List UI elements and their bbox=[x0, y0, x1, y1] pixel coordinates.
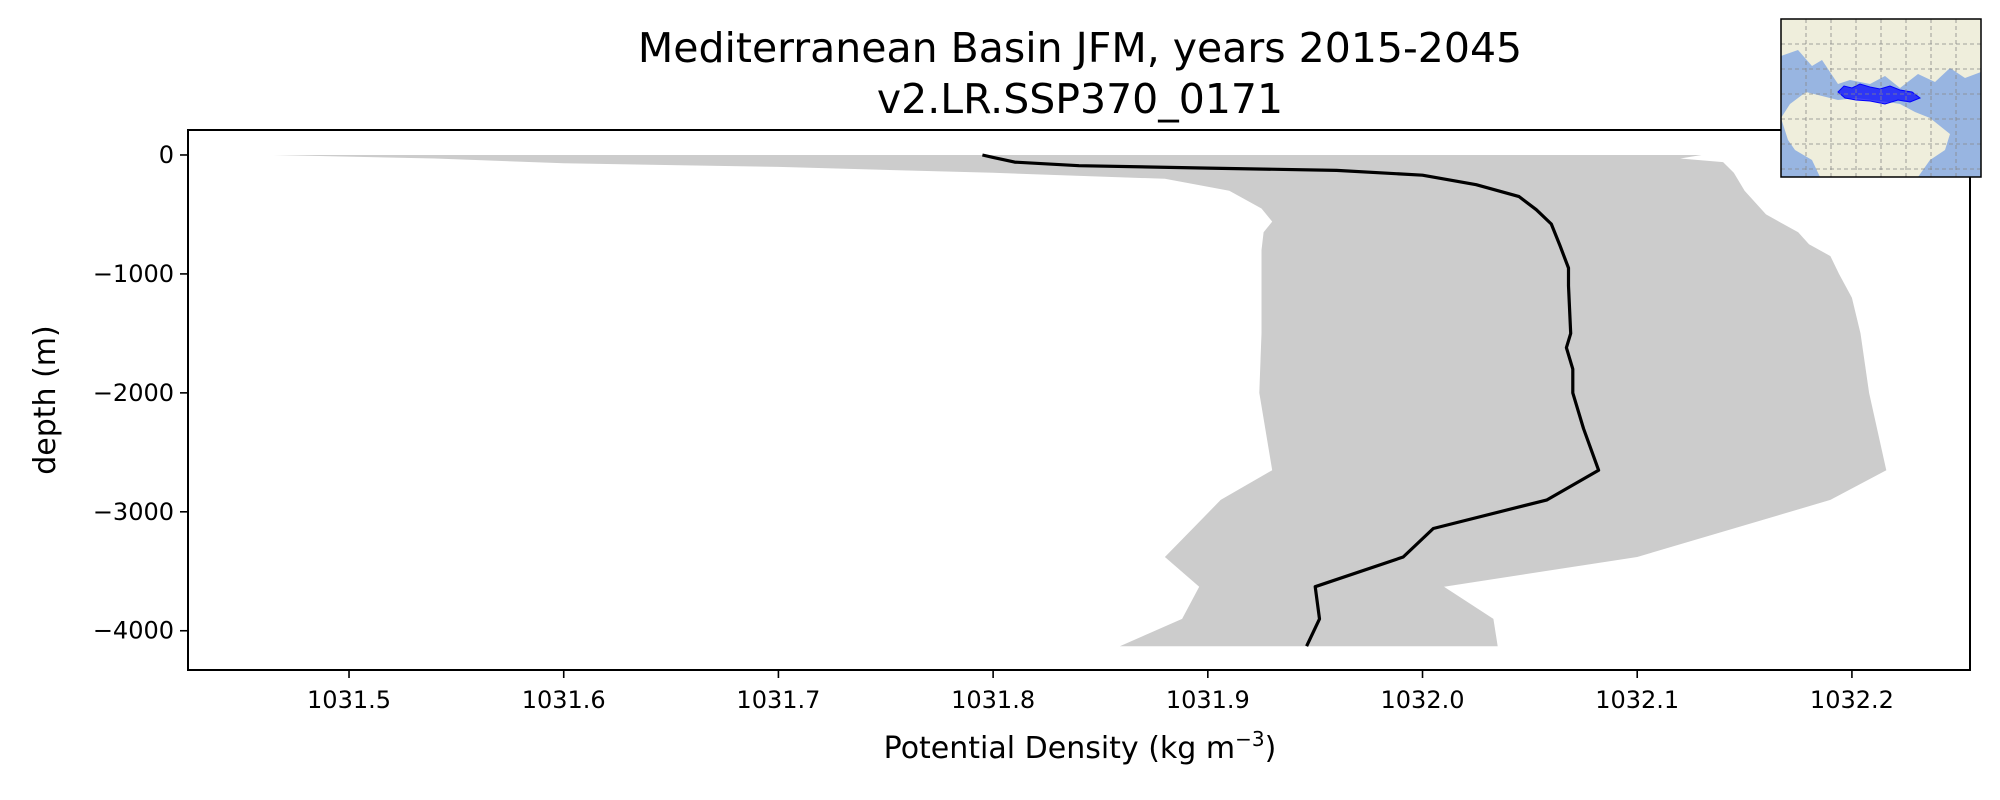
x-tick-label: 1031.9 bbox=[1166, 686, 1250, 714]
y-tick-label: 0 bbox=[159, 141, 174, 169]
x-tick-label: 1032.2 bbox=[1810, 686, 1894, 714]
x-tick-label: 1031.5 bbox=[307, 686, 391, 714]
plot-area bbox=[273, 153, 1887, 647]
x-axis-label: Potential Density (kg m−3) bbox=[884, 727, 1277, 766]
spread-envelope bbox=[273, 155, 1887, 647]
y-tick-label: −4000 bbox=[93, 617, 174, 645]
x-axis-label-superscript: −3 bbox=[1235, 727, 1264, 751]
map-land-greenland bbox=[1781, 19, 1800, 36]
y-axis-label: depth (m) bbox=[28, 325, 63, 475]
x-tick-label: 1032.0 bbox=[1381, 686, 1465, 714]
y-tick-label: −1000 bbox=[93, 260, 174, 288]
x-tick-label: 1031.8 bbox=[951, 686, 1035, 714]
x-axis-label-suffix: ) bbox=[1265, 731, 1277, 766]
x-tick-label: 1031.7 bbox=[736, 686, 820, 714]
chart-title: Mediterranean Basin JFM, years 2015-2045 bbox=[638, 24, 1522, 72]
map-gridlines bbox=[1781, 19, 1981, 177]
inset-map bbox=[1780, 18, 1982, 178]
x-axis-label-main: Potential Density (kg m bbox=[884, 731, 1235, 766]
y-axis: 0 −1000 −2000 −3000 −4000 bbox=[93, 141, 188, 645]
x-tick-label: 1032.1 bbox=[1595, 686, 1679, 714]
mean-density-profile-line bbox=[982, 153, 1601, 647]
chart-subtitle: v2.LR.SSP370_0171 bbox=[877, 75, 1283, 123]
y-tick-label: −2000 bbox=[93, 379, 174, 407]
map-land-africa-arabia bbox=[1781, 92, 1950, 177]
y-tick-label: −3000 bbox=[93, 498, 174, 526]
x-axis: 1031.5 1031.6 1031.7 1031.8 1031.9 1032.0 1032… bbox=[307, 670, 1894, 714]
map-frame bbox=[1780, 18, 1982, 178]
x-tick-label: 1031.6 bbox=[522, 686, 606, 714]
plot-frame bbox=[187, 129, 1971, 671]
